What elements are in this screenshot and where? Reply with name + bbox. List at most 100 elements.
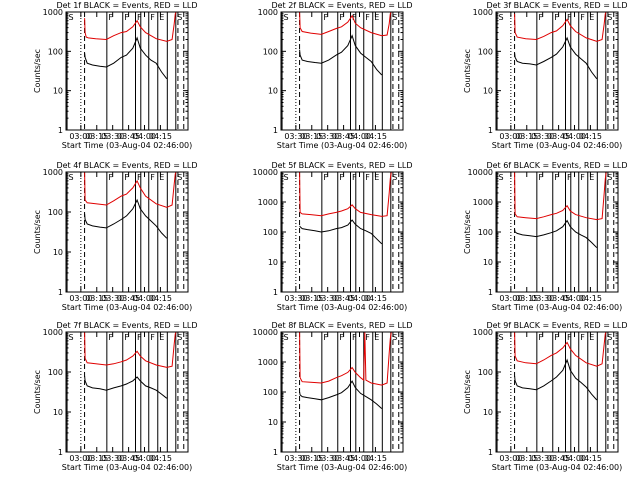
flag-label: F	[365, 173, 370, 182]
series-line-lld	[84, 171, 177, 208]
flag-label: E	[159, 13, 164, 22]
flag-label: S	[284, 173, 289, 182]
x-tick-label: 03:30	[316, 132, 339, 141]
flag-label: F	[580, 13, 585, 22]
series-line-lld	[84, 331, 177, 368]
x-tick-label: 03:45	[117, 294, 140, 303]
x-tick-label: 04:00	[563, 454, 586, 463]
x-axis-label: Start Time (03-Aug-04 02:46:00)	[277, 141, 408, 150]
y-tick-label: 1000	[258, 8, 278, 17]
flag-label: E	[589, 173, 594, 182]
plot-frame	[65, 171, 189, 293]
y-tick-label: 1	[273, 288, 278, 297]
x-tick-label: 04:15	[364, 132, 387, 141]
flag-label: F	[352, 173, 357, 182]
series-line-events	[299, 380, 383, 409]
series-line-events	[84, 36, 168, 80]
y-tick-label: 1	[58, 448, 63, 457]
flag-label: F	[339, 13, 344, 22]
series-line-lld	[514, 11, 607, 42]
x-tick-label: 03:00	[69, 132, 92, 141]
flag-label: S	[499, 173, 504, 182]
flag-label: E	[374, 173, 379, 182]
flag-label: F	[108, 13, 113, 22]
x-tick-label: 03:30	[316, 294, 339, 303]
panel-title: Det 5f BLACK = Events, RED = LLD	[271, 161, 412, 170]
flag-label: F	[554, 333, 559, 342]
y-tick-label: 10	[483, 258, 493, 267]
plot-frame	[280, 331, 404, 453]
y-tick-label: 10000	[468, 168, 493, 177]
x-tick-label: 04:00	[348, 132, 371, 141]
x-tick-label: 03:15	[85, 454, 108, 463]
flag-label: F	[538, 13, 543, 22]
y-tick-label: 10	[268, 87, 278, 96]
series-line-events	[299, 34, 383, 76]
x-tick-label: 04:00	[348, 454, 371, 463]
y-axis-label: Counts/sec	[33, 370, 42, 414]
x-tick-label: 03:00	[499, 454, 522, 463]
x-tick-label: 04:00	[133, 294, 156, 303]
flag-label: S	[607, 333, 612, 342]
flag-label: F	[108, 333, 113, 342]
plot-frame	[495, 171, 619, 293]
x-tick-label: 04:00	[563, 132, 586, 141]
x-tick-label: 03:00	[69, 454, 92, 463]
x-tick-label: 04:15	[149, 294, 172, 303]
y-axis-label: Counts/sec	[33, 210, 42, 254]
plot-frame	[65, 331, 189, 453]
panel-title: Det 7f BLACK = Events, RED = LLD	[56, 321, 197, 330]
flag-label: F	[580, 333, 585, 342]
y-tick-label: 100	[478, 228, 493, 237]
x-tick-label: 03:30	[284, 132, 307, 141]
x-tick-label: 04:00	[133, 132, 156, 141]
x-axis-label: Start Time (03-Aug-04 02:46:00)	[492, 463, 623, 472]
panel-det-5: Det 5f BLACK = Events, RED = LLD 1 10 100 10…	[253, 161, 413, 312]
x-axis-label: Start Time (03-Aug-04 02:46:00)	[62, 463, 193, 472]
y-axis-label: Counts/sec	[463, 370, 472, 414]
y-tick-label: 1	[58, 126, 63, 135]
y-axis-label: Counts/sec	[33, 49, 42, 93]
panel-det-1: Det 1f BLACK = Events, RED = LLD 1 10 100 10…	[33, 1, 198, 150]
series-line-events	[84, 198, 168, 239]
panel-title: Det 3f BLACK = Events, RED = LLD	[486, 1, 627, 10]
x-tick-label: 03:30	[531, 454, 554, 463]
x-tick-label: 03:00	[499, 294, 522, 303]
x-tick-label: 04:15	[579, 132, 602, 141]
x-tick-label: 04:00	[348, 294, 371, 303]
y-tick-label: 1000	[473, 8, 493, 17]
flag-label: F	[137, 13, 142, 22]
flag-label: F	[567, 173, 572, 182]
y-tick-label: 10	[53, 87, 63, 96]
y-tick-label: 1000	[258, 198, 278, 207]
flag-label: F	[365, 333, 370, 342]
flag-label: S	[284, 13, 289, 22]
panel-det-9: Det 9f BLACK = Events, RED = LLD 1 10 100 10…	[463, 321, 628, 472]
x-axis-label: Start Time (03-Aug-04 02:46:00)	[492, 303, 623, 312]
plot-frame	[495, 331, 619, 453]
x-tick-label: 03:45	[332, 294, 355, 303]
x-axis-label: Start Time (03-Aug-04 02:46:00)	[277, 303, 408, 312]
y-tick-label: 1000	[43, 328, 63, 337]
plot-frame	[65, 11, 189, 131]
y-tick-label: 1000	[43, 168, 63, 177]
x-tick-label: 03:45	[547, 294, 570, 303]
flag-label: S	[392, 333, 397, 342]
x-tick-label: 03:30	[531, 132, 554, 141]
y-tick-label: 10	[268, 418, 278, 427]
y-tick-label: 100	[48, 47, 63, 56]
y-tick-label: 1000	[258, 358, 278, 367]
y-tick-label: 1	[273, 126, 278, 135]
x-tick-label: 03:15	[300, 454, 323, 463]
series-line-lld	[299, 331, 392, 386]
panel-title: Det 1f BLACK = Events, RED = LLD	[56, 1, 197, 10]
x-axis-label: Start Time (03-Aug-04 02:46:00)	[62, 303, 193, 312]
y-tick-label: 100	[48, 368, 63, 377]
flag-label: F	[538, 333, 543, 342]
x-tick-label: 03:30	[101, 294, 124, 303]
x-tick-label: 03:45	[547, 132, 570, 141]
panel-det-3: Det 3f BLACK = Events, RED = LLD 1 10 100 10…	[463, 1, 628, 150]
flag-label: F	[352, 333, 357, 342]
y-tick-label: 100	[263, 228, 278, 237]
